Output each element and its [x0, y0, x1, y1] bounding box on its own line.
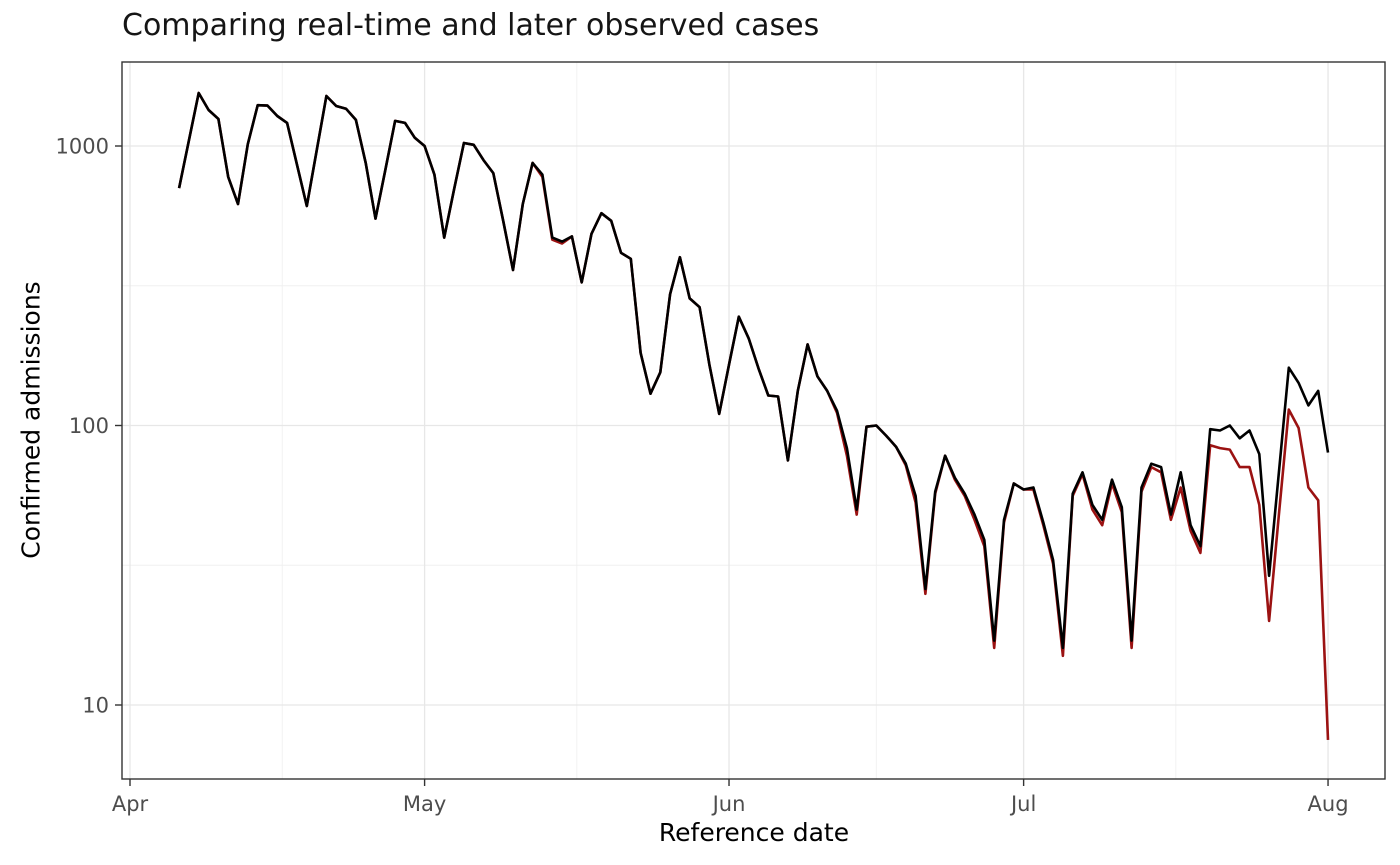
plot-panel: [122, 62, 1385, 779]
x-tick-label: May: [403, 792, 446, 816]
x-tick-label: Jun: [711, 792, 746, 816]
y-tick-label: 1000: [56, 134, 109, 158]
x-axis-title: Reference date: [658, 818, 850, 847]
x-tick-label: Jul: [1009, 792, 1036, 816]
y-tick-label: 10: [82, 693, 109, 717]
chart-title: Comparing real-time and later observed c…: [122, 8, 820, 43]
panel-border: [121, 61, 1386, 780]
y-axis-title: Confirmed admissions: [16, 281, 46, 559]
x-tick-label: Aug: [1308, 792, 1349, 816]
y-tick-label: 100: [69, 414, 109, 438]
series-line-later-observed: [177, 91, 1330, 650]
x-tick-label: Apr: [112, 792, 149, 816]
